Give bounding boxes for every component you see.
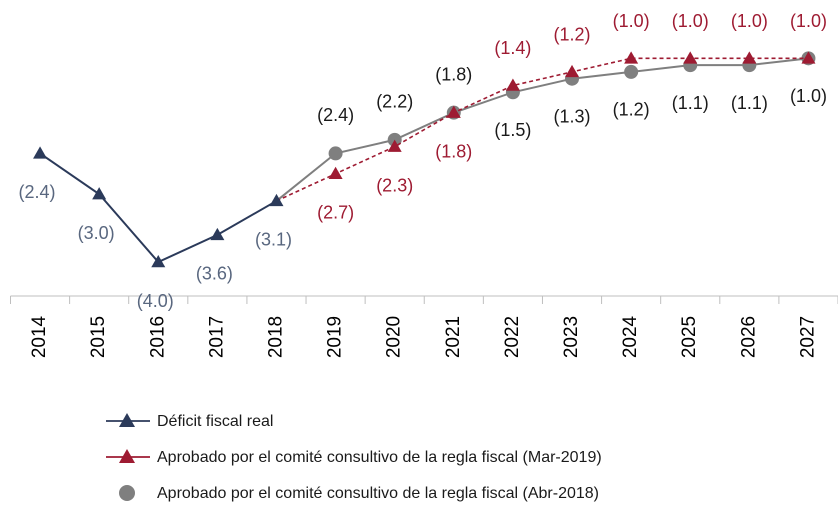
series-line [39,152,277,264]
data-label: (3.0) [78,223,115,243]
series-line [275,57,809,202]
legend-marker [119,485,135,501]
x-tick-label: 2026 [738,316,759,358]
data-label: (3.6) [196,264,233,284]
data-label: (1.0) [731,11,768,31]
point [683,51,698,64]
data-label: (2.2) [376,92,413,112]
data-label: (1.0) [790,11,827,31]
point [210,227,225,241]
legend-marker [119,449,135,463]
data-label: (2.7) [317,203,354,223]
x-tick-label: 2018 [265,316,286,358]
x-tick-label: 2020 [384,316,405,358]
data-label: (1.8) [435,141,472,161]
legend-label: Déficit fiscal real [157,413,273,430]
data-label: (2.4) [19,182,56,202]
x-tick-label: 2015 [88,316,109,358]
data-label: (1.8) [435,64,472,84]
data-label: (1.0) [672,11,709,31]
data-label: (1.1) [731,93,768,113]
x-tick-label: 2021 [443,316,464,358]
x-tick-label: 2017 [206,316,227,358]
point [742,51,757,64]
data-label: (1.2) [613,100,650,120]
point [387,139,402,152]
point [151,255,166,268]
x-tick-label: 2023 [561,316,582,358]
point [624,64,639,79]
data-label: (1.2) [554,25,591,45]
x-tick-label: 2016 [147,316,168,358]
data-label: (1.0) [613,11,650,31]
legend-label: Aprobado por el comité consultivo de la … [157,485,599,502]
data-label: (2.3) [376,175,413,195]
point [92,187,107,200]
legend-label: Aprobado por el comité consultivo de la … [157,449,602,466]
x-tick-label: 2027 [797,316,818,358]
point [328,166,343,180]
data-label: (1.0) [790,86,827,106]
point [505,78,520,91]
data-label: (1.3) [554,106,591,126]
data-label: (1.1) [672,93,709,113]
x-tick-label: 2022 [502,316,523,358]
data-label: (1.5) [494,120,531,140]
x-tick-label: 2024 [620,315,641,358]
data-label: (3.1) [255,230,292,250]
point [269,193,284,207]
x-tick-label: 2019 [325,316,346,358]
x-tick-label: 2025 [679,316,700,358]
series-line [276,57,809,202]
data-label: (1.4) [494,38,531,58]
point [328,146,343,161]
data-label: (4.0) [137,291,174,311]
point [33,146,48,159]
point [446,105,461,118]
x-tick-label: 2014 [29,315,50,358]
data-label: (2.4) [317,105,354,125]
point [801,51,816,64]
legend-marker [119,413,135,427]
point [624,51,639,64]
point [565,64,580,78]
